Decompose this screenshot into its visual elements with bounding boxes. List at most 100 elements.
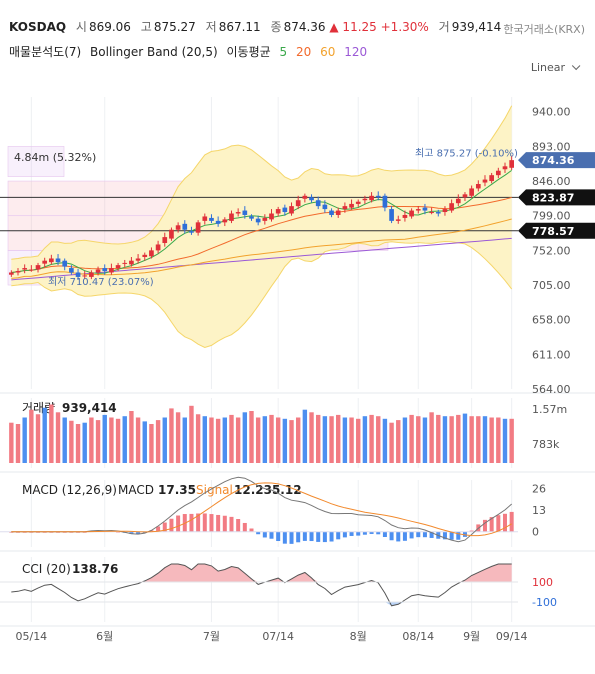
volume-bar [209, 417, 214, 463]
candle-body [229, 213, 234, 221]
candle-body [122, 262, 128, 264]
macd-histogram-bar [482, 519, 487, 532]
candle-body [442, 209, 448, 213]
macd-histogram-bar [496, 515, 501, 532]
macd-histogram-bar [289, 531, 294, 544]
macd-axis-label: 0 [532, 526, 539, 539]
scale-mode-dropdown[interactable]: Linear [531, 61, 577, 74]
volume-bar [389, 422, 394, 463]
macd-histogram-bar [269, 531, 274, 539]
volume-bar [476, 416, 481, 463]
volume-bar [115, 418, 121, 463]
candle-body [329, 210, 334, 215]
volume-bar [309, 412, 314, 463]
candle-body [349, 203, 354, 208]
cci-value: 138.76 [72, 562, 118, 576]
volume-bar [42, 407, 47, 463]
open-value: 869.06 [88, 20, 131, 34]
candle-body [249, 216, 254, 219]
volume-bar [15, 424, 21, 463]
macd-axis-label: 26 [532, 483, 546, 496]
volume-bar [242, 412, 248, 463]
candle-body [395, 219, 401, 221]
candle-body [335, 210, 341, 215]
macd-histogram-bar [96, 530, 101, 532]
candle-body [402, 214, 408, 218]
candle-body [269, 213, 274, 220]
macd-histogram-bar [76, 531, 81, 533]
volume-bar [215, 418, 221, 463]
candle-body [149, 250, 154, 257]
macd-histogram-bar [356, 531, 361, 536]
macd-histogram-bar [136, 531, 141, 535]
volume-bar [489, 417, 494, 463]
moving-average-label[interactable]: 이동평균 [226, 45, 271, 59]
macd-histogram-bar [142, 531, 147, 534]
volume-profile-toggle[interactable]: 매물분석도(7) [9, 45, 82, 59]
current-price-tag: 874.36 [532, 154, 575, 167]
macd-histogram-bar [82, 531, 87, 533]
candle-body [369, 195, 374, 201]
level-price-tag-bg [518, 189, 595, 206]
macd-histogram-bar [176, 515, 181, 532]
volume-bar [89, 417, 94, 463]
volume-bar [275, 417, 281, 463]
volume-bar [436, 414, 441, 463]
macd-histogram-bar [489, 517, 494, 532]
ma60-label: 60 [320, 45, 336, 59]
volume-profile-label: 31.7m (34.90%) [294, 229, 383, 242]
macd-histogram-bar [322, 531, 327, 543]
low-label: 저 [205, 20, 217, 34]
candle-body [409, 210, 414, 217]
signal-line [11, 482, 512, 537]
volume-bar [129, 411, 134, 463]
macd-line [11, 476, 513, 543]
candle-body [82, 275, 88, 277]
candle-body [295, 200, 301, 207]
volume-bar [122, 416, 127, 463]
macd-histogram-bar [369, 531, 374, 534]
volume-bar [255, 417, 261, 463]
candle-body [282, 207, 288, 213]
candle-body [415, 209, 421, 211]
volume-bar [269, 414, 274, 463]
volume-bar [49, 404, 54, 463]
macd-histogram-bar [429, 531, 434, 538]
macd-histogram-bar [56, 531, 61, 533]
macd-histogram-bar [342, 531, 347, 538]
volume-bar [429, 412, 434, 463]
x-axis-label: 7월 [203, 630, 220, 643]
macd-histogram-bar [182, 514, 187, 532]
price-axis-label: 940.00 [532, 106, 571, 119]
macd-histogram-bar [282, 531, 287, 544]
candle-body [242, 210, 248, 215]
volume-bar [195, 414, 201, 463]
volume-bar [102, 414, 107, 463]
volume-bar [322, 416, 328, 463]
ma5-label: 5 [279, 45, 288, 59]
macd-axis-label: 13 [532, 504, 546, 517]
macd-histogram-bar [396, 531, 401, 542]
cci-oversold-fill [11, 602, 512, 606]
candle-body [69, 268, 74, 273]
volume-bar [22, 417, 27, 463]
volume-profile-bar [7, 215, 389, 251]
volume-bar [442, 416, 448, 463]
volume-bar [135, 417, 141, 463]
indicator-legend: 매물분석도(7) Bollinger Band (20,5) 이동평균 5 20… [9, 43, 372, 60]
candle-body [182, 223, 188, 230]
price-axis-label: 846.00 [532, 175, 571, 188]
bollinger-toggle[interactable]: Bollinger Band (20,5) [90, 45, 218, 59]
macd-histogram-bar [22, 531, 27, 533]
level-price-tag: 823.87 [532, 191, 574, 204]
high-label: 고 [140, 20, 152, 34]
ma20-label: 20 [295, 45, 312, 59]
price-axis-label: 658.00 [532, 314, 571, 327]
macd-histogram-bar [89, 531, 94, 533]
price-axis-label: 799.00 [532, 210, 571, 223]
macd-histogram-bar [376, 531, 381, 535]
candle-body [209, 217, 214, 221]
candle-body [215, 220, 221, 224]
volume-bar [456, 414, 461, 463]
